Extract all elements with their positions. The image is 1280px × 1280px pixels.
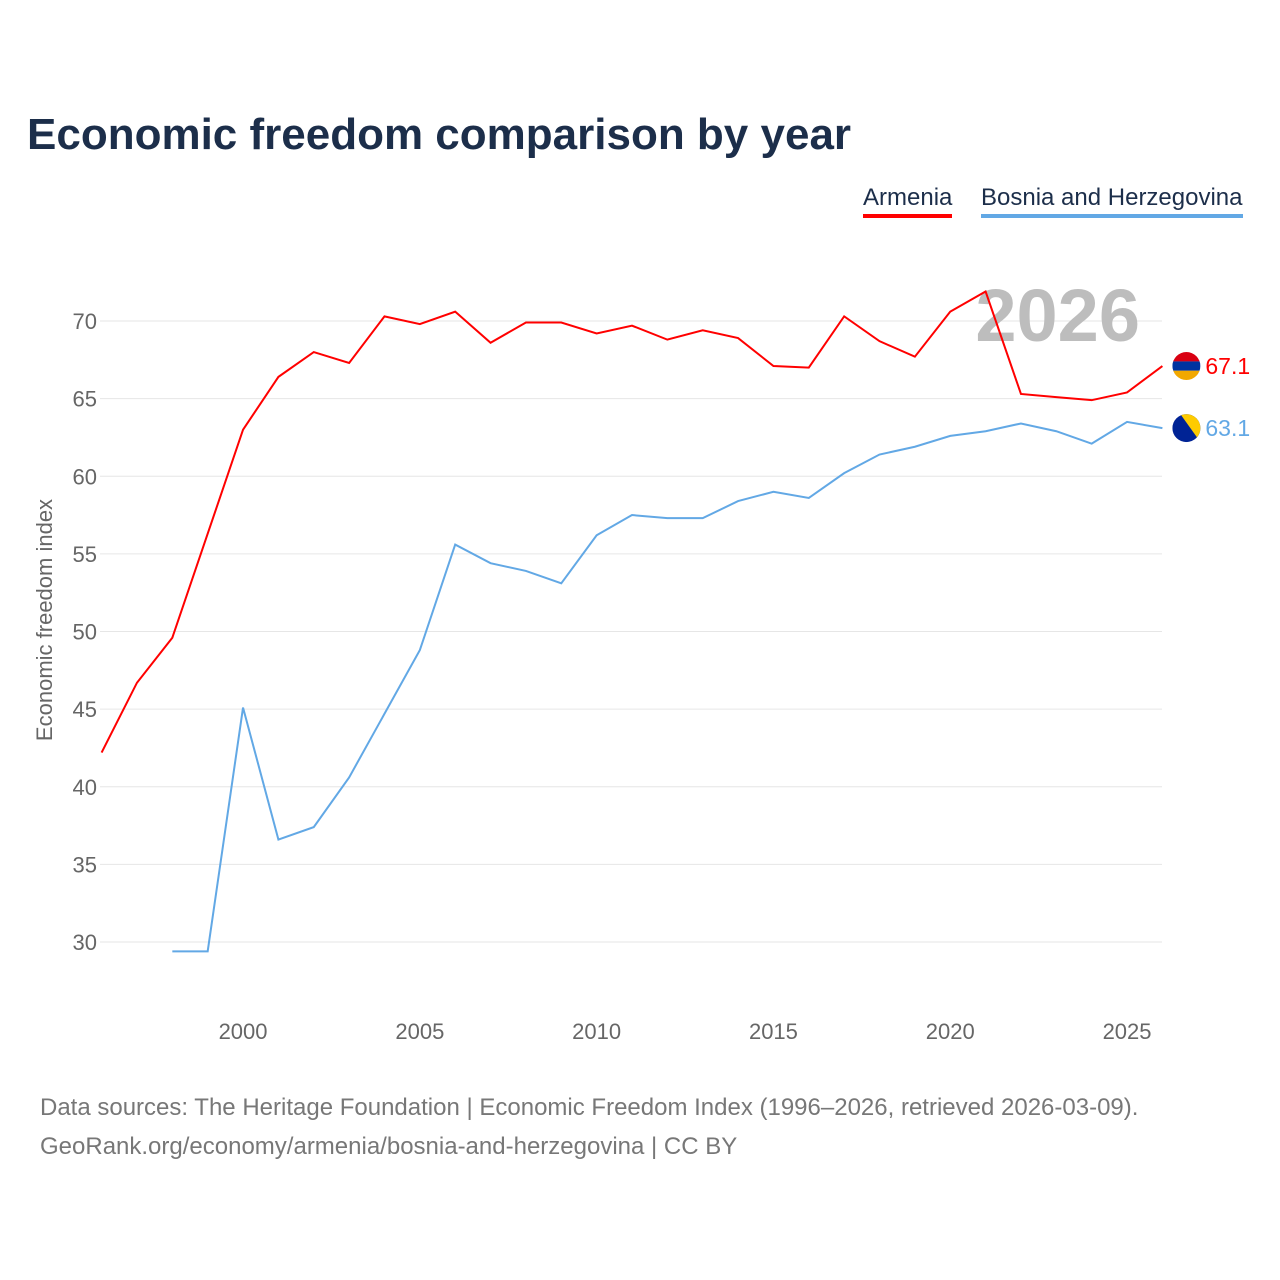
y-axis-label: Economic freedom index [32,499,57,741]
source-url[interactable]: GeoRank.org/economy/armenia/bosnia-and-h… [40,1133,738,1160]
x-tick-label: 2025 [1103,1019,1152,1044]
x-tick-label: 2000 [219,1019,268,1044]
y-tick-label: 35 [73,852,97,877]
end-value-label: 63.1 [1205,415,1250,441]
legend-item-bosnia[interactable]: Bosnia and Herzegovina [981,184,1243,218]
y-tick-label: 65 [73,387,97,412]
year-watermark: 2026 [975,274,1140,357]
y-tick-label: 40 [73,775,97,800]
armenia-flag-icon [1172,352,1201,381]
x-tick-label: 2010 [572,1019,621,1044]
source-note: Data sources: The Heritage Foundation | … [40,1088,1138,1166]
source-text: Data sources: The Heritage Foundation | … [40,1094,1139,1121]
y-tick-label: 30 [73,930,97,955]
x-tick-label: 2020 [926,1019,975,1044]
y-tick-label: 60 [73,464,97,489]
y-tick-label: 45 [73,697,97,722]
y-tick-label: 55 [73,542,97,567]
y-tick-label: 70 [73,309,97,334]
series-line-bosnia [172,420,1163,953]
chart-title: Economic freedom comparison by year [27,110,852,159]
end-value-label: 67.1 [1205,353,1250,379]
bosnia-flag-icon [1172,414,1201,443]
legend-item-armenia[interactable]: Armenia [863,184,953,218]
x-tick-label: 2005 [395,1019,444,1044]
series-line-armenia [100,290,1163,754]
y-tick-label: 50 [73,620,97,645]
x-tick-label: 2015 [749,1019,798,1044]
